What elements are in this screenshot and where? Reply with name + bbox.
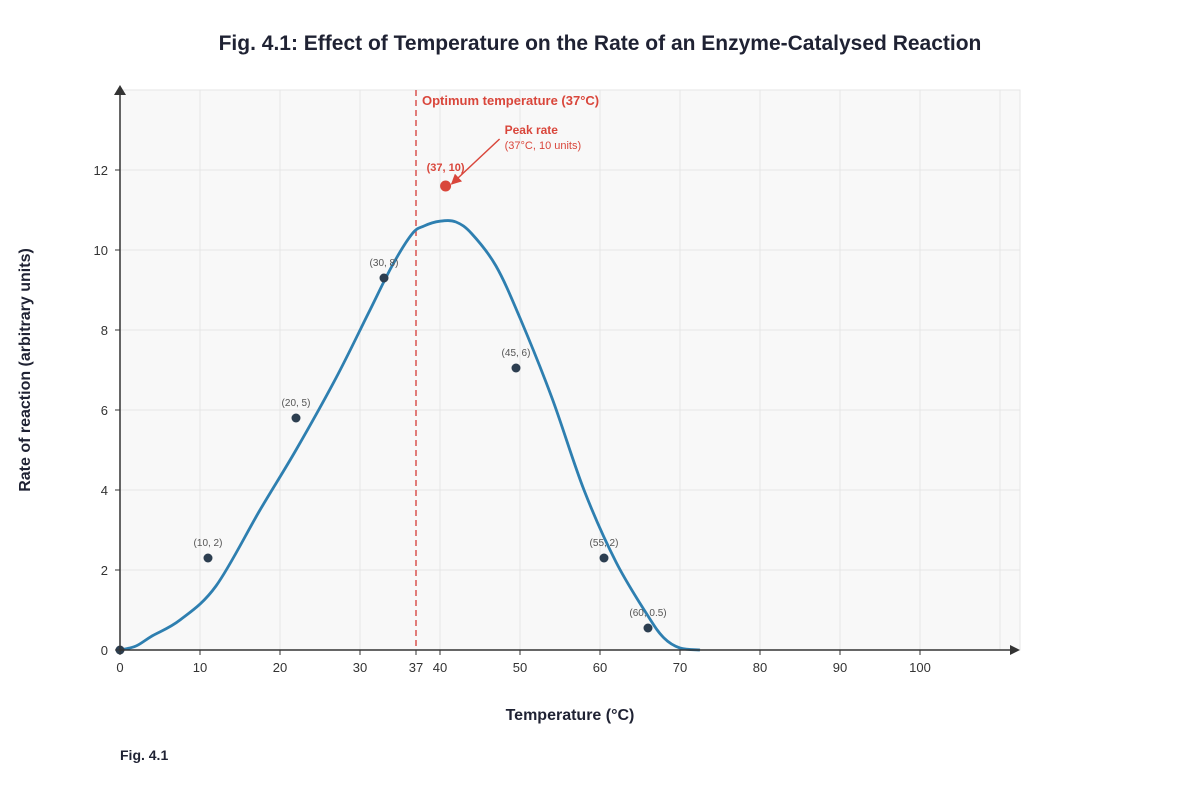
x-tick-label: 37	[409, 660, 423, 675]
ticks: 0 10 20 30 37 40 50 60 70 80 90 100 0 2 4 6 8 10 12	[94, 163, 931, 675]
data-point	[599, 553, 609, 563]
data-point-label: (55, 2)	[590, 538, 619, 549]
y-tick-label: 2	[101, 563, 108, 578]
x-tick-label: 20	[273, 660, 287, 675]
grid	[120, 90, 1020, 650]
chart-title: Fig. 4.1: Effect of Temperature on the R…	[219, 32, 982, 55]
figure-caption: Fig. 4.1	[120, 747, 169, 763]
optimum-group: Optimum temperature (37°C)	[415, 90, 599, 650]
x-tick-label: 0	[116, 660, 123, 675]
x-tick-label: 30	[353, 660, 367, 675]
peak-arrow	[450, 138, 501, 185]
axes	[114, 85, 1020, 655]
data-point-label: (30, 8)	[370, 258, 399, 269]
x-tick-label: 60	[593, 660, 607, 675]
peak-annotation-subtitle: (37°C, 10 units)	[505, 140, 582, 152]
curve-layer	[119, 219, 701, 652]
y-tick-label: 8	[101, 323, 108, 338]
data-point-label: (60, 0.5)	[629, 608, 666, 619]
points-layer: (10, 2) (20, 5) (30, 8) (45, 6) (55, 2) (60, …	[115, 258, 667, 655]
plot-area	[119, 89, 1021, 651]
y-tick-label: 4	[101, 483, 108, 498]
data-point	[379, 273, 389, 283]
data-point	[643, 623, 653, 633]
x-axis-arrow	[1010, 645, 1020, 655]
y-axis-arrow	[114, 85, 126, 95]
y-tick-label: 10	[94, 243, 108, 258]
x-tick-label: 50	[513, 660, 527, 675]
data-point-label: (20, 5)	[282, 398, 311, 409]
x-tick-label: 90	[833, 660, 847, 675]
x-tick-label: 70	[673, 660, 687, 675]
x-tick-label: 80	[753, 660, 767, 675]
peak-point	[440, 180, 452, 192]
peak-point-label: (37, 10)	[427, 162, 465, 174]
optimum-label: Optimum temperature (37°C)	[422, 93, 599, 108]
data-point-label: (10, 2)	[194, 538, 223, 549]
peak-annotation-title: Peak rate	[505, 123, 559, 137]
data-point	[291, 413, 301, 423]
data-point	[511, 363, 521, 373]
y-tick-label: 0	[101, 643, 108, 658]
x-axis-label: Temperature (°C)	[506, 707, 635, 724]
data-point-label: (45, 6)	[502, 348, 531, 359]
y-tick-label: 6	[101, 403, 108, 418]
x-tick-label: 10	[193, 660, 207, 675]
x-tick-label: 40	[433, 660, 447, 675]
annotation-layer: (37, 10) Peak rate (37°C, 10 units)	[427, 123, 582, 192]
rate-curve	[119, 219, 701, 652]
y-axis-label: Rate of reaction (arbitrary units)	[17, 248, 34, 492]
x-tick-label: 100	[909, 660, 931, 675]
data-point	[203, 553, 213, 563]
y-tick-label: 12	[94, 163, 108, 178]
